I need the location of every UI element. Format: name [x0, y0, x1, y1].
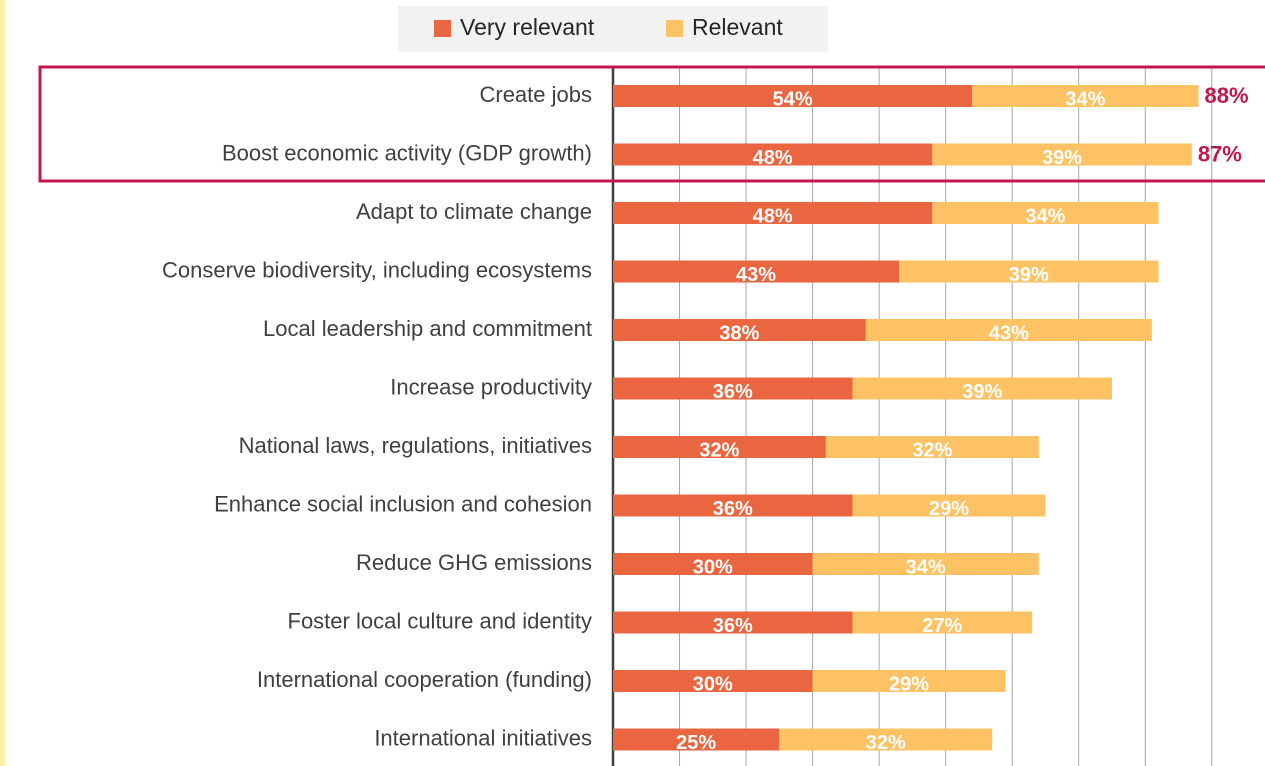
data-label: 38%	[719, 322, 759, 344]
grid	[611, 67, 1213, 766]
highlight-box	[38, 65, 1265, 183]
data-label: 29%	[889, 673, 929, 695]
bar-segment	[613, 728, 780, 751]
data-label: 43%	[989, 322, 1029, 344]
bar-segment	[613, 377, 853, 400]
legend-swatch	[666, 20, 683, 37]
bar-segment	[852, 377, 1112, 400]
category-label: International initiatives	[374, 725, 592, 750]
data-label: 39%	[962, 381, 1002, 403]
category-label: Reduce GHG emissions	[356, 550, 592, 575]
legend-swatch	[434, 20, 451, 37]
category-label: Local leadership and commitment	[263, 316, 592, 341]
data-label: 36%	[713, 615, 753, 637]
bar-segment	[613, 553, 813, 575]
data-label: 34%	[906, 556, 946, 578]
data-label: 48%	[753, 147, 793, 169]
data-label: 27%	[922, 615, 962, 637]
bars: Create jobs 54% 34% 88% Boost economic activ…	[162, 82, 1249, 754]
data-label: 36%	[713, 381, 753, 403]
category-label: Conserve biodiversity, including ecosyst…	[162, 257, 592, 282]
data-label: 25%	[676, 732, 716, 754]
bar-segment	[613, 85, 973, 107]
bar-segment	[613, 319, 866, 341]
category-label: National laws, regulations, initiatives	[239, 433, 592, 458]
bar-segment	[825, 436, 1039, 458]
data-label: 32%	[866, 732, 906, 754]
bar-segment	[852, 611, 1033, 634]
bar-segment	[613, 202, 933, 224]
data-label: 43%	[736, 264, 776, 286]
category-label: Increase productivity	[390, 374, 592, 399]
bar-segment	[613, 260, 900, 283]
data-label: 54%	[773, 88, 813, 110]
bar-segment	[613, 494, 853, 517]
total-label: 87%	[1198, 141, 1242, 166]
data-label: 30%	[693, 673, 733, 695]
data-label: 36%	[713, 498, 753, 520]
bar-segment	[972, 85, 1199, 107]
bar-segment	[812, 553, 1039, 575]
data-label: 29%	[929, 498, 969, 520]
bar-segment	[613, 670, 813, 692]
category-label: Foster local culture and identity	[288, 608, 593, 633]
data-label: 39%	[1009, 264, 1049, 286]
data-label: 34%	[1065, 88, 1105, 110]
data-label: 48%	[753, 205, 793, 227]
legend-label: Relevant	[692, 14, 783, 40]
bar-segment	[779, 728, 993, 751]
category-label: Adapt to climate change	[356, 199, 592, 224]
category-label: International cooperation (funding)	[257, 667, 592, 692]
total-label: 88%	[1204, 83, 1248, 108]
category-label: Enhance social inclusion and cohesion	[214, 491, 592, 516]
side-strip	[0, 0, 5, 766]
legend-box	[398, 6, 828, 52]
category-label: Create jobs	[479, 82, 592, 107]
bar-segment	[613, 611, 853, 634]
data-label: 39%	[1042, 147, 1082, 169]
data-label: 34%	[1025, 205, 1065, 227]
data-label: 30%	[693, 556, 733, 578]
data-label: 32%	[912, 439, 952, 461]
bar-segment	[852, 494, 1046, 517]
bar-segment	[613, 143, 933, 166]
legend-label: Very relevant	[460, 14, 595, 40]
bar-segment	[812, 670, 1006, 692]
bar-segment	[865, 319, 1152, 341]
category-label: Boost economic activity (GDP growth)	[222, 140, 592, 165]
data-label: 32%	[699, 439, 739, 461]
bar-segment	[899, 260, 1159, 283]
bar-segment	[932, 143, 1192, 166]
bar-segment	[932, 202, 1159, 224]
bar-segment	[613, 436, 826, 458]
